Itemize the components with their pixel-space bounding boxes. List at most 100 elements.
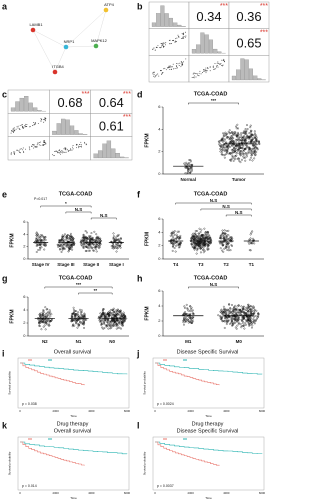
dot bbox=[243, 153, 246, 156]
significance-label: * bbox=[65, 201, 67, 206]
dot bbox=[87, 249, 90, 252]
dot bbox=[231, 308, 234, 311]
dot bbox=[118, 311, 121, 314]
scatter-dot bbox=[193, 77, 195, 79]
dot bbox=[195, 252, 198, 255]
dot bbox=[254, 150, 257, 153]
dot bbox=[83, 326, 85, 329]
scatter-dot bbox=[18, 128, 20, 130]
dot bbox=[61, 245, 63, 248]
dot bbox=[222, 305, 225, 308]
x-tick-label: T2 bbox=[223, 262, 229, 267]
dot bbox=[199, 242, 202, 245]
dot bbox=[43, 248, 46, 251]
dot bbox=[42, 309, 45, 311]
dot bbox=[231, 320, 233, 323]
scatter-dot bbox=[64, 151, 66, 153]
dot bbox=[87, 247, 89, 249]
dot bbox=[250, 154, 253, 157]
dot bbox=[86, 245, 89, 248]
x-tick-label: Stage IV bbox=[32, 262, 50, 267]
dot bbox=[246, 137, 249, 140]
y-tick-label: 2 bbox=[158, 149, 161, 154]
dot bbox=[97, 237, 100, 240]
scatter-dot bbox=[34, 123, 36, 125]
dot bbox=[191, 318, 194, 321]
dot bbox=[240, 134, 243, 136]
dot bbox=[234, 149, 236, 152]
dot bbox=[225, 148, 228, 151]
scatter-dot bbox=[176, 67, 178, 69]
dot bbox=[226, 310, 229, 313]
dot bbox=[116, 234, 119, 237]
dot bbox=[234, 318, 237, 321]
dot bbox=[239, 322, 242, 325]
y-tick-label: 6 bbox=[158, 216, 161, 221]
dot bbox=[187, 163, 190, 166]
significance-stars: *** bbox=[260, 3, 268, 10]
dot bbox=[112, 309, 115, 312]
dot bbox=[219, 235, 222, 237]
dot bbox=[39, 248, 41, 251]
y-axis-label: Survival probability bbox=[143, 451, 147, 475]
significance-stars: *** bbox=[123, 114, 131, 121]
dot bbox=[232, 137, 235, 140]
dot bbox=[182, 321, 185, 324]
dot bbox=[225, 152, 228, 155]
dot bbox=[223, 237, 226, 240]
dot bbox=[245, 146, 248, 148]
scatter-dot bbox=[218, 63, 220, 65]
scatter-dot bbox=[203, 69, 205, 71]
dot bbox=[183, 307, 186, 309]
dot bbox=[80, 315, 83, 318]
scatter-dot bbox=[205, 69, 207, 71]
dot bbox=[228, 245, 230, 248]
scatter-dot bbox=[33, 122, 35, 123]
survival-curve bbox=[155, 441, 220, 466]
scatter-dot bbox=[212, 67, 214, 68]
dot bbox=[254, 315, 257, 317]
dot bbox=[227, 229, 230, 232]
dot bbox=[77, 323, 80, 326]
dot bbox=[73, 242, 76, 245]
dot bbox=[76, 323, 79, 325]
scatter-dot bbox=[16, 149, 18, 151]
dot bbox=[79, 240, 82, 243]
dot bbox=[229, 152, 231, 154]
dot bbox=[120, 321, 123, 324]
dot bbox=[106, 320, 109, 323]
dot bbox=[39, 313, 42, 316]
dot bbox=[46, 308, 49, 311]
scatter-dot bbox=[71, 149, 73, 151]
scatter-dot bbox=[200, 73, 202, 75]
dot bbox=[41, 235, 44, 238]
dot bbox=[112, 235, 115, 238]
scatter-dot bbox=[172, 40, 174, 41]
dot bbox=[219, 315, 222, 317]
scatter-dot bbox=[84, 142, 86, 144]
scatter-dot bbox=[162, 44, 163, 46]
dot bbox=[44, 236, 47, 238]
dot bbox=[71, 248, 74, 251]
scatter-dot bbox=[183, 38, 185, 39]
matrix-cell bbox=[148, 55, 190, 83]
dot bbox=[124, 317, 127, 320]
scatter-dot bbox=[65, 148, 66, 149]
dot bbox=[250, 231, 253, 234]
dot bbox=[236, 123, 239, 126]
dot bbox=[255, 140, 258, 143]
dot bbox=[237, 141, 240, 144]
dot bbox=[220, 309, 223, 312]
dot bbox=[104, 316, 107, 319]
scatter-dot bbox=[63, 148, 65, 150]
dot bbox=[43, 318, 46, 321]
plot-area bbox=[152, 436, 265, 491]
dot bbox=[98, 315, 101, 318]
dot bbox=[245, 152, 248, 155]
legend-high bbox=[163, 438, 167, 440]
dot bbox=[199, 238, 202, 241]
dot bbox=[187, 319, 190, 322]
p-value: p = 0.014 bbox=[22, 484, 37, 488]
scatter-dot bbox=[223, 61, 225, 63]
dot bbox=[38, 324, 40, 327]
